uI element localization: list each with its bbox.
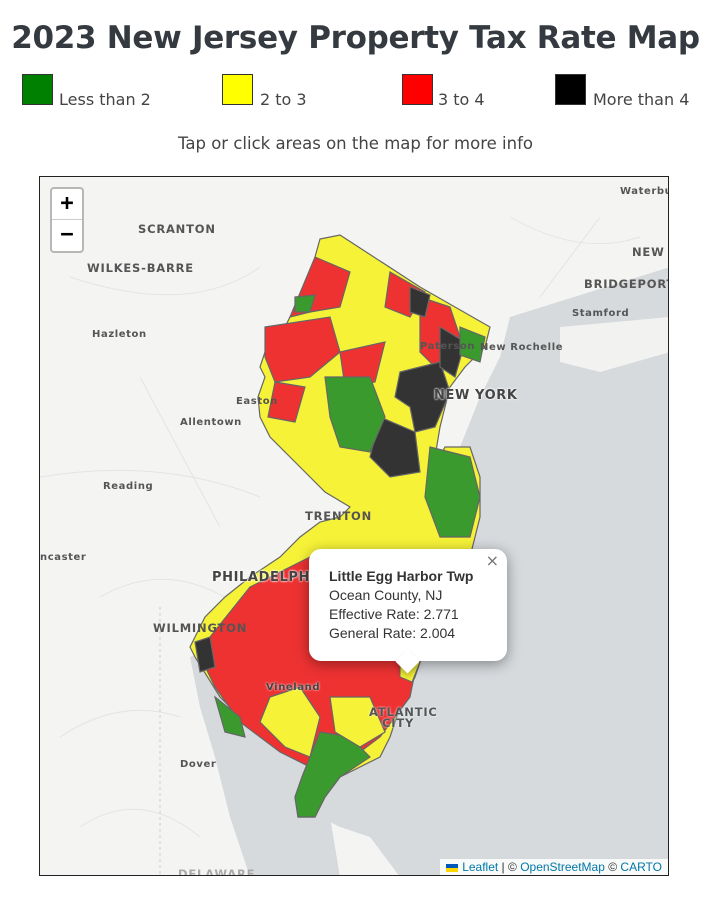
place-label: DELAWARE — [178, 867, 256, 876]
legend-swatch-green — [22, 74, 53, 105]
place-label: NEW YORK — [434, 388, 518, 403]
zoom-in-button[interactable]: + — [52, 189, 82, 220]
map-attribution: Leaflet | © OpenStreetMap © CARTO — [440, 859, 668, 875]
ukraine-flag-icon — [446, 863, 459, 872]
map[interactable]: + − SCRANTON WILKES-BARRE Hazleton Water… — [39, 176, 669, 876]
place-label: WILMINGTON — [153, 621, 248, 635]
place-label: NEW H — [632, 245, 668, 259]
map-instructions: Tap or click areas on the map for more i… — [178, 134, 533, 153]
legend: Less than 2 2 to 3 3 to 4 More than 4 — [0, 74, 711, 110]
legend-label: Less than 2 — [59, 90, 151, 109]
openstreetmap-link[interactable]: OpenStreetMap — [520, 860, 605, 874]
legend-label: More than 4 — [593, 90, 690, 109]
legend-swatch-yellow — [222, 74, 253, 105]
place-label: Hazleton — [92, 329, 147, 340]
place-label: SCRANTON — [138, 222, 216, 236]
popup-close-button[interactable]: × — [485, 551, 499, 570]
place-label: Reading — [103, 481, 154, 492]
page-title: 2023 New Jersey Property Tax Rate Map — [11, 20, 700, 56]
zoom-out-button[interactable]: − — [60, 222, 74, 247]
place-label: CITY — [382, 716, 415, 730]
map-tiles[interactable] — [40, 177, 669, 876]
place-label: ncaster — [40, 552, 87, 563]
place-label: BRIDGEPORT — [584, 277, 669, 291]
place-label: ATLANTIC — [369, 705, 438, 719]
place-label: Dover — [180, 759, 217, 770]
attribution-separator: | © — [498, 860, 521, 874]
legend-label: 3 to 4 — [438, 90, 485, 109]
carto-link[interactable]: CARTO — [620, 860, 662, 874]
legend-label: 2 to 3 — [260, 90, 307, 109]
place-label: Waterbury — [620, 186, 668, 197]
place-label: TRENTON — [305, 509, 373, 523]
place-label: PHILADELPHIA — [212, 570, 327, 585]
zoom-control: + − — [50, 187, 84, 253]
place-label: WILKES-BARRE — [87, 261, 194, 275]
legend-swatch-black — [555, 74, 586, 105]
place-label: Allentown — [180, 417, 242, 428]
place-label: Vineland — [266, 682, 321, 693]
popup-effective-rate: Effective Rate: 2.771 — [329, 606, 459, 622]
place-label: New Rochelle — [480, 342, 564, 353]
popup-municipality: Little Egg Harbor Twp — [329, 568, 474, 584]
info-popup: × Little Egg Harbor Twp Ocean County, NJ… — [309, 549, 507, 674]
place-label: Easton — [236, 396, 278, 407]
legend-swatch-red — [402, 74, 433, 105]
place-label: Stamford — [572, 308, 630, 319]
popup-content: Little Egg Harbor Twp Ocean County, NJ E… — [329, 567, 473, 643]
popup-county: Ocean County, NJ — [329, 587, 443, 603]
leaflet-link[interactable]: Leaflet — [462, 860, 499, 874]
attribution-separator: © — [604, 860, 621, 874]
popup-general-rate: General Rate: 2.004 — [329, 625, 456, 641]
place-label: Paterson — [420, 341, 476, 352]
